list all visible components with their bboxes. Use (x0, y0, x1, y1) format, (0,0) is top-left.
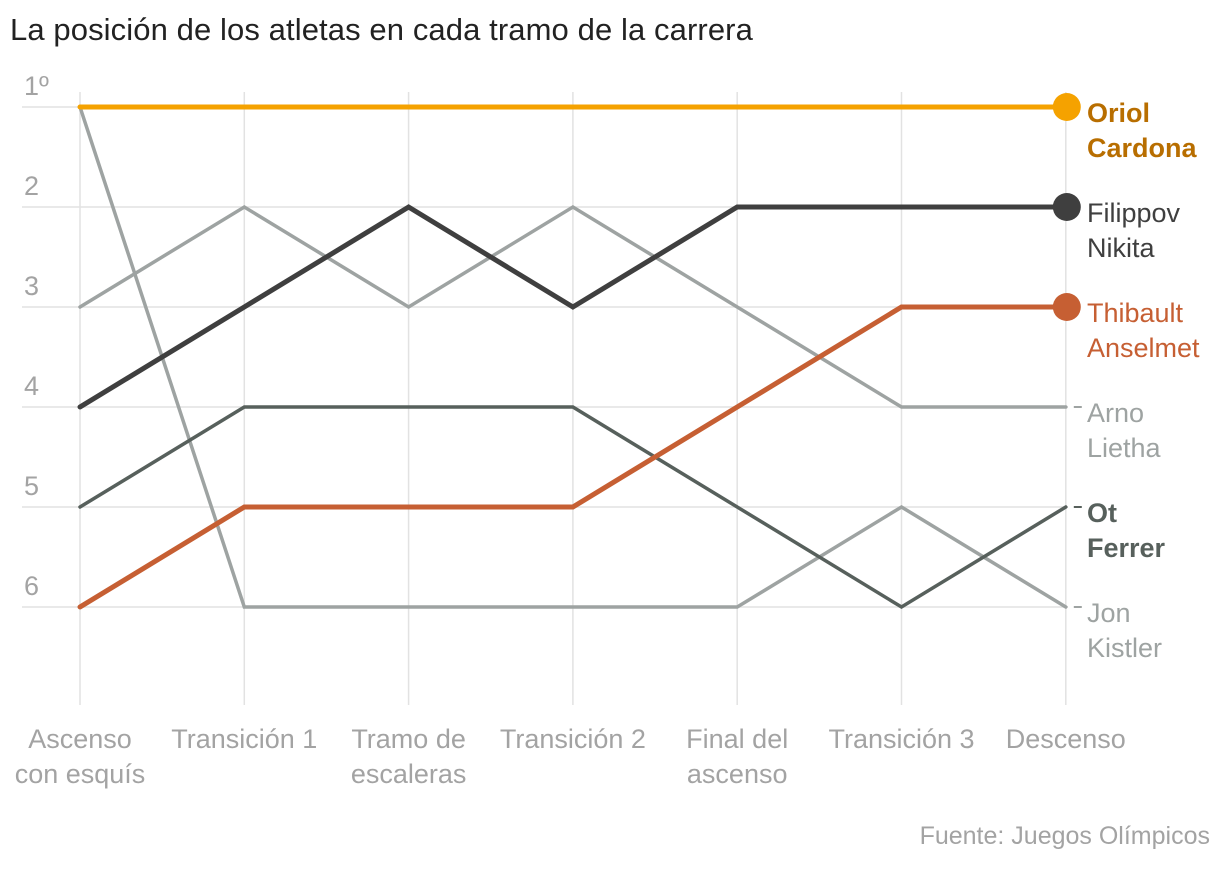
y-tick-label: 4 (24, 371, 39, 401)
series-line-ot-ferrer (78, 405, 1068, 610)
x-tick-label: Tramo de escaleras (351, 724, 467, 789)
x-tick-label: Descenso (1006, 724, 1126, 754)
series-label-arno-lietha: Arno Lietha (1087, 398, 1162, 463)
series-line-filippov-nikita (77, 204, 1069, 410)
x-tick-label: Transición 1 (171, 724, 317, 754)
series-label-oriol-cardona: Oriol Cardona (1087, 98, 1198, 163)
x-tick-label: Transición 3 (828, 724, 974, 754)
y-tick-label: 5 (24, 471, 39, 501)
series-labels: Jon Kistler Arno Lietha Ot Ferrer Thibault Anse… (1052, 93, 1200, 663)
chart-title: La posición de los atletas en cada tramo… (10, 12, 753, 47)
series-line-arno-lietha (78, 204, 1068, 409)
series-line-jon-kistler (78, 105, 1068, 609)
y-tick-label: 6 (24, 571, 39, 601)
y-tick-label: 3 (24, 271, 39, 301)
x-tick-label: Final del ascenso (686, 724, 788, 789)
series-label-ot-ferrer: Ot Ferrer (1087, 498, 1166, 563)
y-tick-label: 2 (24, 171, 39, 201)
y-axis: 1º 2 3 4 5 6 (24, 71, 49, 601)
source-note: Fuente: Juegos Olímpicos (919, 822, 1210, 850)
end-marker-filippov-nikita (1052, 193, 1081, 221)
end-marker-thibault-anselmet (1052, 293, 1081, 321)
series-label-filippov-nikita: Filippov Nikita (1087, 198, 1181, 263)
x-tick-label: Ascenso con esquís (15, 724, 146, 789)
grid (22, 92, 1068, 705)
series-lines (77, 104, 1069, 610)
end-marker-oriol-cardona (1052, 93, 1081, 121)
series-label-thibault-anselmet: Thibault Anselmet (1087, 298, 1200, 363)
series-line-thibault-anselmet (77, 304, 1069, 610)
series-label-jon-kistler: Jon Kistler (1087, 598, 1162, 663)
y-tick-label: 1º (24, 71, 49, 101)
x-tick-label: Transición 2 (500, 724, 646, 754)
x-axis: Ascenso con esquís Transición 1 Tramo de esc… (15, 724, 1126, 789)
